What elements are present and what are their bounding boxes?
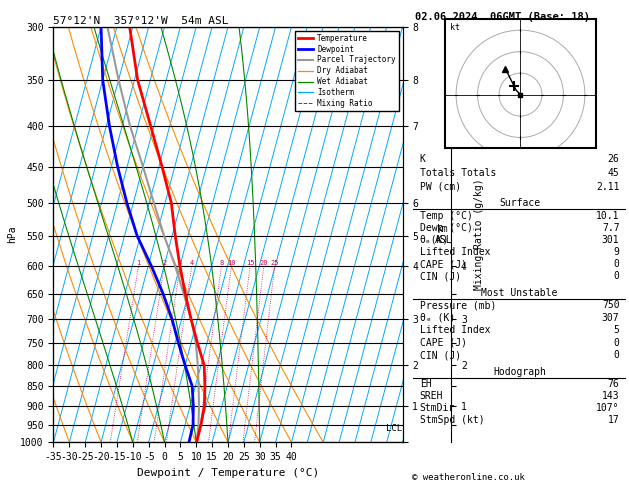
Text: 143: 143 <box>602 391 620 401</box>
Text: 0: 0 <box>614 338 620 348</box>
Text: CIN (J): CIN (J) <box>420 271 461 281</box>
Text: 7.7: 7.7 <box>602 223 620 233</box>
Text: CAPE (J): CAPE (J) <box>420 338 467 348</box>
Text: CAPE (J): CAPE (J) <box>420 259 467 269</box>
Text: 0: 0 <box>614 350 620 360</box>
Text: 301: 301 <box>602 235 620 245</box>
Y-axis label: Mixing Ratio (g/kg): Mixing Ratio (g/kg) <box>474 179 484 290</box>
Text: 15: 15 <box>246 260 254 266</box>
Text: 5: 5 <box>614 325 620 335</box>
Text: 0: 0 <box>614 259 620 269</box>
Text: Surface: Surface <box>499 198 540 208</box>
Text: K: K <box>420 154 425 164</box>
Text: 2.11: 2.11 <box>596 182 620 191</box>
Text: Temp (°C): Temp (°C) <box>420 210 472 221</box>
Text: LCL: LCL <box>386 424 402 433</box>
Text: PW (cm): PW (cm) <box>420 182 461 191</box>
Text: Totals Totals: Totals Totals <box>420 168 496 178</box>
Text: 25: 25 <box>270 260 279 266</box>
Text: StmDir: StmDir <box>420 403 455 413</box>
Text: Hodograph: Hodograph <box>493 366 546 377</box>
Text: 57°12'N  357°12'W  54m ASL: 57°12'N 357°12'W 54m ASL <box>53 16 229 26</box>
Text: 307: 307 <box>602 312 620 323</box>
Text: 107°: 107° <box>596 403 620 413</box>
Text: 20: 20 <box>260 260 268 266</box>
Text: Dewp (°C): Dewp (°C) <box>420 223 472 233</box>
Text: 750: 750 <box>602 300 620 310</box>
Legend: Temperature, Dewpoint, Parcel Trajectory, Dry Adiabat, Wet Adiabat, Isotherm, Mi: Temperature, Dewpoint, Parcel Trajectory… <box>295 31 399 111</box>
Text: 10: 10 <box>227 260 236 266</box>
Text: Pressure (mb): Pressure (mb) <box>420 300 496 310</box>
Text: StmSpd (kt): StmSpd (kt) <box>420 415 484 425</box>
Text: 10.1: 10.1 <box>596 210 620 221</box>
X-axis label: Dewpoint / Temperature (°C): Dewpoint / Temperature (°C) <box>137 468 319 478</box>
Text: Lifted Index: Lifted Index <box>420 247 490 257</box>
Text: 45: 45 <box>608 168 620 178</box>
Text: 02.06.2024  06GMT (Base: 18): 02.06.2024 06GMT (Base: 18) <box>415 12 590 22</box>
Text: Most Unstable: Most Unstable <box>481 288 558 297</box>
Text: 8: 8 <box>220 260 223 266</box>
Text: 17: 17 <box>608 415 620 425</box>
Text: 1: 1 <box>136 260 141 266</box>
Text: 2: 2 <box>162 260 166 266</box>
Text: kt: kt <box>450 23 460 32</box>
Text: © weatheronline.co.uk: © weatheronline.co.uk <box>412 473 525 482</box>
Text: 76: 76 <box>608 379 620 389</box>
Text: EH: EH <box>420 379 431 389</box>
Text: θₑ (K): θₑ (K) <box>420 312 455 323</box>
Text: 4: 4 <box>190 260 194 266</box>
Y-axis label: hPa: hPa <box>8 226 18 243</box>
Text: 9: 9 <box>614 247 620 257</box>
Text: θₑ(K): θₑ(K) <box>420 235 449 245</box>
Text: 0: 0 <box>614 271 620 281</box>
Text: 26: 26 <box>608 154 620 164</box>
Text: CIN (J): CIN (J) <box>420 350 461 360</box>
Y-axis label: km
ASL: km ASL <box>435 224 452 245</box>
Text: SREH: SREH <box>420 391 443 401</box>
Text: Lifted Index: Lifted Index <box>420 325 490 335</box>
Text: 3: 3 <box>178 260 182 266</box>
